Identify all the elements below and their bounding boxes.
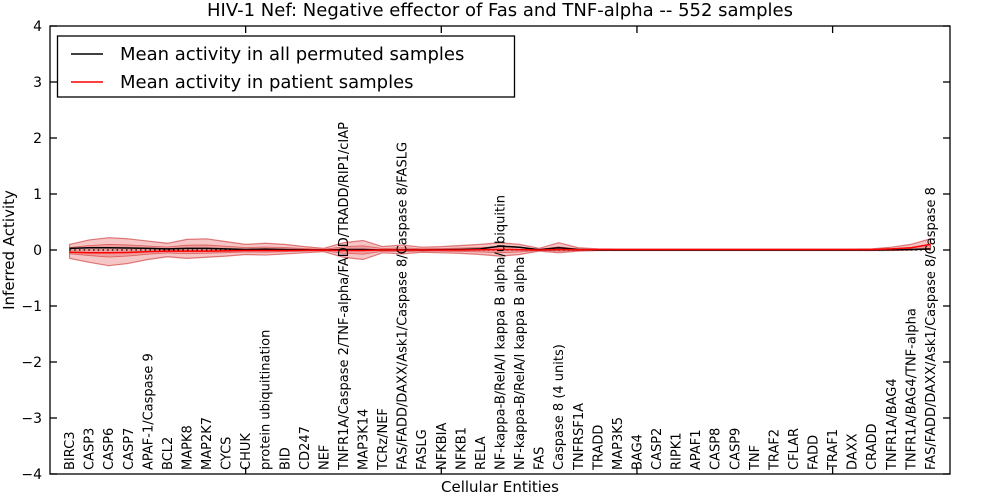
x-category-label: TNFR1A/Caspase 2/TNF-alpha/FADD/TRADD/RI…	[337, 122, 352, 471]
x-axis-label: Cellular Entities	[441, 478, 559, 496]
x-category-label: CHUK	[239, 433, 254, 470]
x-category-label: NEF	[317, 445, 332, 470]
x-category-label: BCL2	[161, 437, 176, 470]
x-category-label: CASP2	[650, 428, 665, 470]
y-tick-label: 4	[33, 19, 42, 35]
x-category-label: TNFRSF1A	[572, 403, 587, 471]
x-category-label: CASP8	[709, 428, 724, 470]
x-category-label: RELA	[474, 436, 489, 470]
x-category-label: TCRz/NEF	[376, 408, 391, 471]
x-category-label: NF-kappa-B/RelA/I kappa B alpha/ubiquiti…	[494, 195, 509, 470]
y-tick-label: 3	[33, 75, 42, 91]
x-category-label: APAF1	[689, 429, 704, 470]
legend: Mean activity in all permuted samples Me…	[56, 35, 516, 98]
legend-box	[56, 35, 516, 98]
y-tick-label: 2	[33, 131, 42, 147]
x-category-label: FADD	[807, 435, 822, 470]
y-tick-label: −2	[21, 355, 42, 371]
y-tick-label: −1	[21, 299, 42, 315]
mean-lines	[69, 243, 931, 254]
x-category-labels: BIRC3 CASP3 CASP6 CASP7 APAF-1/Caspase 9 BCL2…	[63, 122, 939, 471]
x-category-label: Caspase 8 (4 units)	[552, 344, 567, 470]
x-category-label: NFKBIA	[435, 423, 450, 470]
x-category-label: CD247	[298, 426, 313, 470]
y-axis-label: Inferred Activity	[0, 190, 18, 310]
x-category-label: FAS/FADD/DAXX/Ask1/Caspase 8/Caspase 8	[924, 187, 939, 470]
x-category-label: BAG4	[630, 434, 645, 470]
x-category-label: TNFR1A/BAG4/TNF-alpha	[904, 308, 919, 471]
x-category-label: TNFR1A/BAG4	[885, 378, 900, 471]
x-category-label: RIPK1	[670, 432, 685, 470]
x-category-label: TRADD	[591, 425, 606, 471]
x-category-label: BID	[278, 447, 293, 470]
x-category-label: CFLAR	[787, 428, 802, 470]
x-category-label: TRAF1	[826, 429, 841, 471]
x-category-label: NF-kappa-B/RelA/I kappa B alpha	[513, 257, 528, 470]
x-category-label: MAP3K5	[611, 417, 626, 470]
axis-ticks	[50, 25, 950, 475]
chart-title: HIV-1 Nef: Negative effector of Fas and …	[207, 0, 793, 21]
x-category-label: FASLG	[415, 429, 430, 470]
y-tick-label: −3	[21, 411, 42, 427]
x-category-label: FAS	[533, 447, 548, 470]
x-category-label: protein ubiquitination	[259, 330, 274, 470]
x-category-label: MAPK8	[180, 425, 195, 470]
x-category-label: MAP2K7	[200, 417, 215, 470]
x-category-label: CASP3	[83, 428, 98, 470]
x-category-label: BIRC3	[63, 432, 78, 471]
x-category-label: TRAF2	[767, 429, 782, 471]
x-category-label: MAP3K14	[357, 409, 372, 470]
x-category-label: CASP7	[122, 428, 137, 470]
x-category-label: TNF	[748, 445, 763, 471]
x-category-label: DAXX	[846, 433, 861, 470]
x-category-label: CRADD	[865, 424, 880, 471]
patient-mean-line	[69, 243, 931, 254]
x-category-label: FAS/FADD/DAXX/Ask1/Caspase 8/Caspase 8/F…	[396, 142, 411, 470]
x-category-label: CYCS	[220, 437, 235, 470]
x-category-label: APAF-1/Caspase 9	[141, 353, 156, 470]
y-tick-label: −4	[21, 467, 42, 483]
y-tick-labels: 4 3 2 1 0 −1 −2 −3 −4	[21, 19, 42, 483]
x-category-label: CASP6	[102, 428, 117, 470]
x-category-label: NFKB1	[454, 427, 469, 470]
legend-label-permuted: Mean activity in all permuted samples	[120, 44, 464, 65]
y-tick-label: 0	[33, 243, 42, 259]
x-category-label: CASP9	[728, 428, 743, 470]
y-tick-label: 1	[33, 187, 42, 203]
legend-label-patient: Mean activity in patient samples	[120, 72, 414, 93]
